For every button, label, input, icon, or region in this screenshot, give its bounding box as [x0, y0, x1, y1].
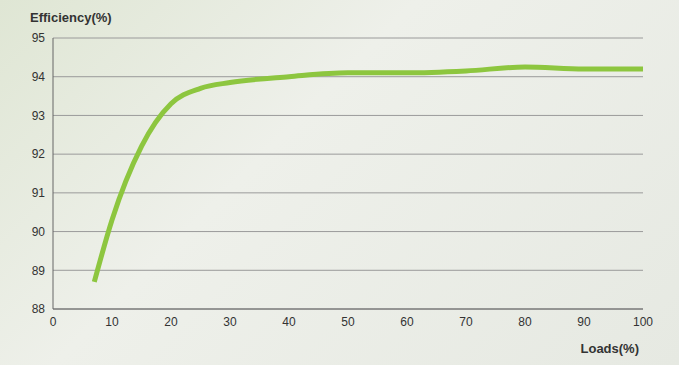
svg-text:70: 70 [459, 315, 473, 329]
html-text:Efficiency(%): Efficiency(%) [30, 10, 112, 25]
svg-text:92: 92 [32, 147, 46, 161]
svg-text:30: 30 [223, 315, 237, 329]
svg-text:0: 0 [50, 315, 57, 329]
svg-text:20: 20 [164, 315, 178, 329]
svg-text:40: 40 [282, 315, 296, 329]
svg-text:90: 90 [577, 315, 591, 329]
svg-text:100: 100 [633, 315, 653, 329]
svg-text:80: 80 [518, 315, 532, 329]
svg-text:60: 60 [400, 315, 414, 329]
svg-text:10: 10 [105, 315, 119, 329]
svg-text:95: 95 [32, 31, 46, 45]
svg-text:93: 93 [32, 109, 46, 123]
svg-text:91: 91 [32, 186, 46, 200]
svg-text:89: 89 [32, 264, 46, 278]
svg-text:Loads(%): Loads(%) [581, 341, 640, 356]
svg-text:90: 90 [32, 225, 46, 239]
svg-text:88: 88 [32, 302, 46, 316]
svg-text:94: 94 [32, 70, 46, 84]
svg-text:50: 50 [341, 315, 355, 329]
